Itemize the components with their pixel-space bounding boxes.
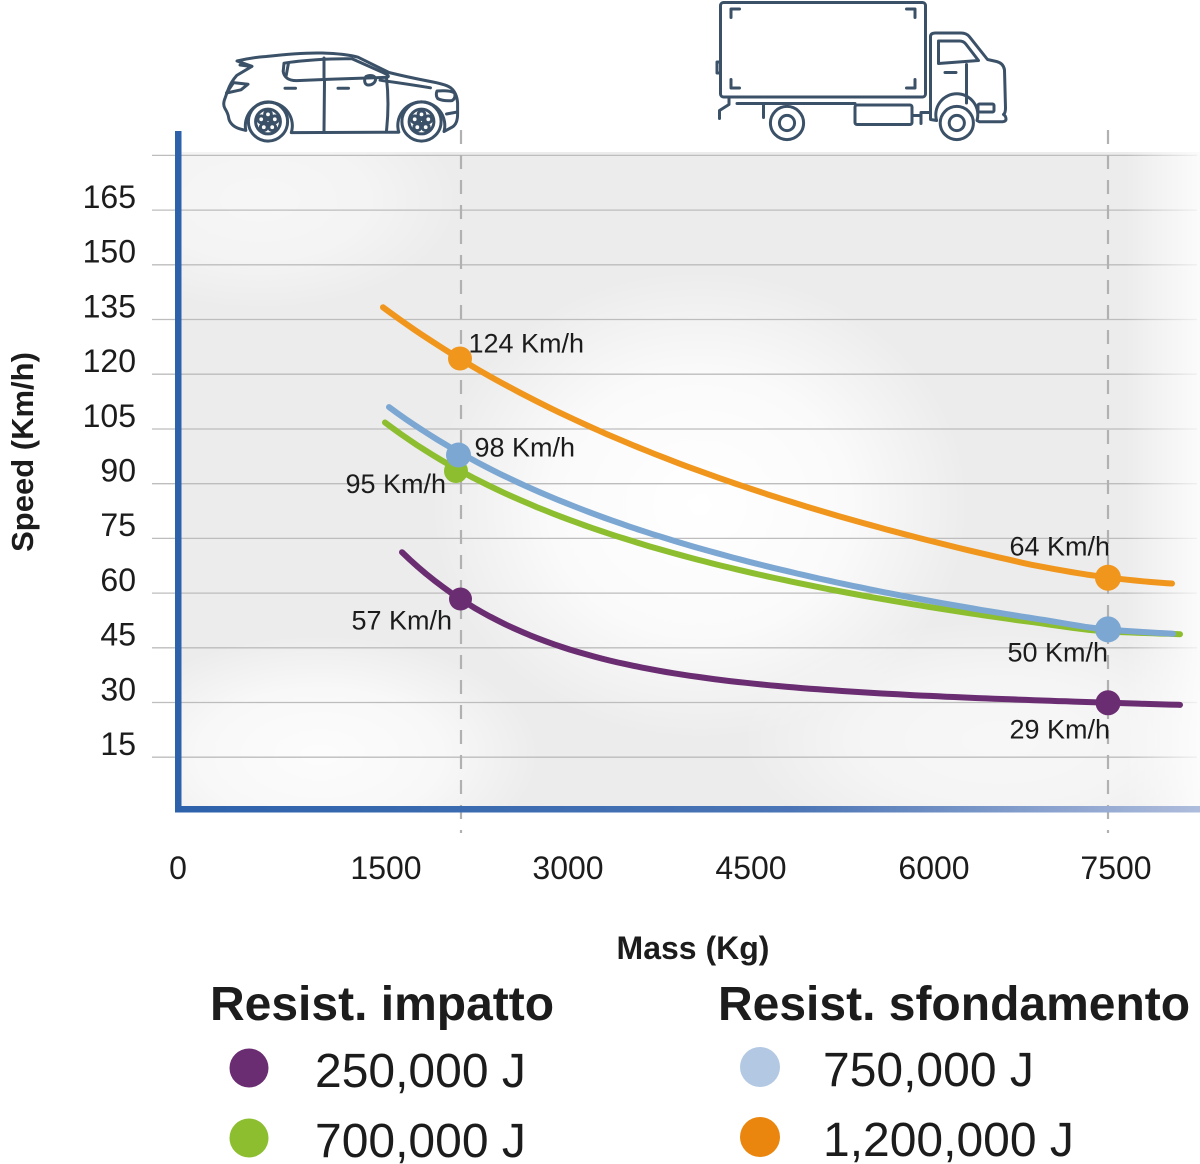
svg-text:750,000 J: 750,000 J: [823, 1044, 1034, 1097]
svg-text:Speed (Km/h): Speed (Km/h): [5, 352, 40, 552]
svg-text:Resist. impatto: Resist. impatto: [210, 978, 554, 1031]
svg-text:135: 135: [83, 288, 136, 324]
svg-text:6000: 6000: [898, 850, 969, 886]
svg-text:250,000 J: 250,000 J: [315, 1045, 526, 1098]
svg-text:4500: 4500: [715, 850, 786, 886]
svg-text:3000: 3000: [532, 850, 603, 886]
svg-text:75: 75: [100, 507, 136, 543]
svg-text:98 Km/h: 98 Km/h: [475, 433, 576, 463]
svg-text:1,200,000 J: 1,200,000 J: [823, 1114, 1074, 1164]
svg-text:95 Km/h: 95 Km/h: [345, 469, 446, 499]
svg-text:Resist. sfondamento: Resist. sfondamento: [718, 978, 1190, 1031]
svg-text:50 Km/h: 50 Km/h: [1007, 638, 1108, 668]
svg-text:150: 150: [83, 234, 136, 270]
svg-text:120: 120: [83, 343, 136, 379]
svg-text:45: 45: [100, 617, 136, 653]
svg-text:90: 90: [100, 453, 136, 489]
svg-text:30: 30: [100, 671, 136, 707]
svg-text:29 Km/h: 29 Km/h: [1009, 715, 1110, 745]
svg-text:7500: 7500: [1080, 850, 1151, 886]
svg-text:15: 15: [100, 726, 136, 762]
svg-text:124 Km/h: 124 Km/h: [469, 329, 585, 359]
svg-text:700,000 J: 700,000 J: [315, 1115, 526, 1164]
svg-text:Mass (Kg): Mass (Kg): [617, 930, 770, 966]
svg-text:105: 105: [83, 398, 136, 434]
svg-text:165: 165: [83, 179, 136, 215]
svg-text:1500: 1500: [350, 850, 421, 886]
svg-text:57 Km/h: 57 Km/h: [351, 606, 452, 636]
svg-text:64 Km/h: 64 Km/h: [1009, 532, 1110, 562]
svg-text:60: 60: [100, 562, 136, 598]
svg-text:0: 0: [169, 850, 187, 886]
